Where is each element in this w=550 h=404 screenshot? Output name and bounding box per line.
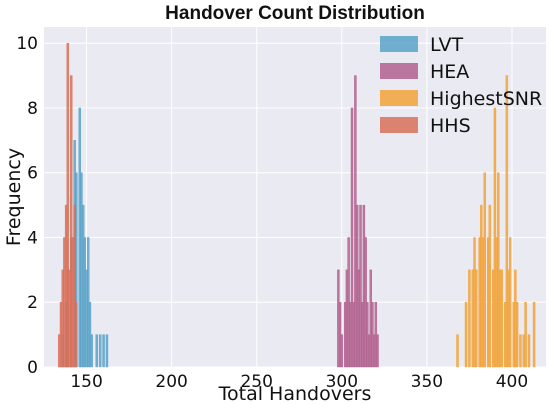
legend-swatch-highestsnr (380, 90, 418, 106)
plot-background (44, 27, 546, 367)
legend-label-lvt: LVT (430, 34, 463, 56)
y-tick-label: 10 (16, 34, 38, 54)
histogram-bar (475, 269, 478, 368)
series-hea-bars (337, 75, 379, 368)
histogram-bar (340, 334, 344, 368)
x-tick-label: 300 (326, 372, 358, 392)
histogram-bar (515, 302, 519, 368)
histogram-bar (468, 269, 471, 368)
chart-title: Handover Count Distribution (165, 3, 425, 24)
y-tick-label: 2 (27, 293, 38, 313)
y-tick-label: 6 (27, 164, 38, 184)
y-axis-label: Frequency (3, 148, 25, 246)
y-tick-label: 4 (27, 228, 38, 248)
histogram-bar (524, 302, 527, 368)
grid-lines (44, 27, 546, 368)
series-hhs-bars (58, 42, 78, 368)
histogram-bar (509, 237, 512, 368)
histogram-bar (75, 302, 78, 368)
histogram-bar (90, 334, 93, 368)
histogram-bar (464, 302, 468, 368)
legend-swatch-hhs (380, 117, 418, 133)
x-tick-label: 250 (240, 372, 272, 392)
x-axis-label: Total Handovers (218, 383, 372, 404)
legend-label-highestsnr: HighestSNR (430, 88, 542, 110)
histogram-bar (70, 75, 73, 368)
histogram-bar (519, 334, 522, 368)
histogram-bar (73, 204, 76, 368)
histogram-bar (456, 334, 459, 368)
histogram-bar (488, 204, 492, 368)
histogram-bar (105, 334, 109, 368)
histogram-bar (532, 302, 536, 368)
histogram-bar (98, 334, 102, 368)
histogram-bar (500, 269, 503, 368)
y-tick-label: 8 (27, 99, 38, 119)
histogram-bar (359, 204, 362, 368)
x-tick-label: 400 (496, 372, 528, 392)
x-tick-label: 200 (155, 372, 187, 392)
legend-label-hhs: HHS (430, 115, 471, 137)
legend-label-hea: HEA (430, 61, 469, 83)
histogram-bars (58, 42, 536, 368)
histogram-bar (376, 334, 379, 368)
legend-swatch-hea (380, 63, 418, 79)
histogram-bar (350, 107, 354, 368)
histogram-bar (102, 334, 105, 368)
histogram-bar (527, 334, 531, 368)
y-tick-label: 0 (27, 358, 38, 378)
series-highestsnr-bars (456, 75, 536, 368)
histogram-bar (95, 334, 98, 368)
histogram-bar (66, 42, 70, 368)
legend: LVT HEA HighestSNR HHS (380, 34, 542, 137)
axis-ticks: 150 200 250 300 350 400 0 2 4 6 8 10 (16, 34, 528, 392)
histogram-bar (505, 75, 509, 368)
x-tick-label: 150 (70, 372, 102, 392)
legend-swatch-lvt (380, 36, 418, 52)
x-tick-label: 350 (411, 372, 443, 392)
histogram-bar (483, 172, 486, 368)
